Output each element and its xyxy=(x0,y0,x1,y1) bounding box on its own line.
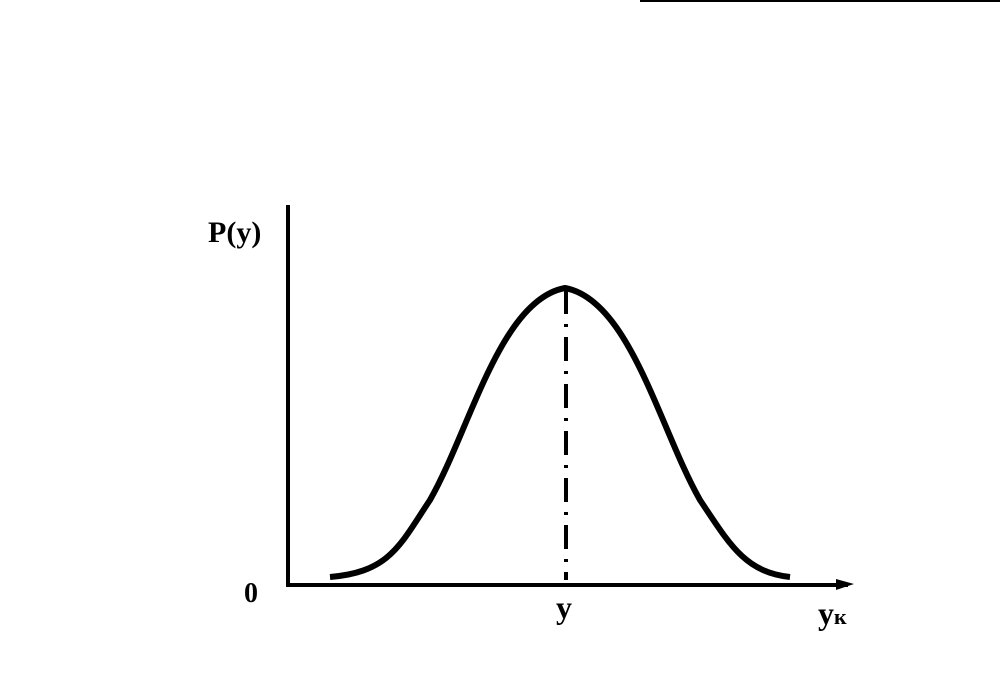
x-axis-label: yк xyxy=(818,595,847,631)
origin-label: 0 xyxy=(244,578,258,609)
peak-label: y xyxy=(556,589,572,625)
bell-curve xyxy=(329,284,791,580)
y-axis-label: P(y) xyxy=(208,216,261,249)
x-axis-arrow xyxy=(836,579,854,590)
x-axis-label-sub: к xyxy=(834,604,847,629)
x-axis-label-main: y xyxy=(818,595,834,631)
